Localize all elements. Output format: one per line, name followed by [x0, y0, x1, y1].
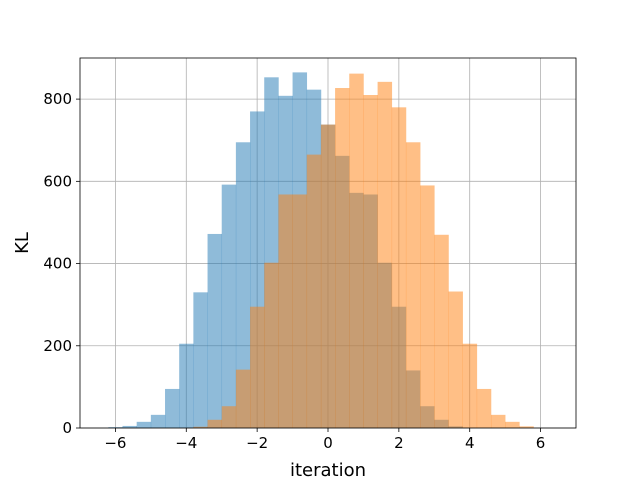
- histogram-bar: [434, 234, 449, 428]
- y-tick-label: 600: [43, 172, 72, 190]
- histogram-bar: [165, 388, 180, 428]
- series-2-bars: [193, 73, 534, 428]
- histogram-bar: [221, 406, 237, 428]
- x-tick-label: −2: [246, 434, 268, 452]
- x-tick-label: 2: [394, 434, 404, 452]
- histogram-bar: [150, 414, 166, 428]
- histogram-bars: [108, 72, 534, 429]
- histogram-bar: [505, 421, 520, 428]
- histogram-bar: [207, 233, 223, 428]
- histogram-bar: [136, 421, 152, 428]
- axis-ticks: −6 −4 −2 0 2 4 6 0 200 400 600 800: [43, 90, 545, 452]
- histogram-bar: [108, 427, 123, 428]
- histogram-bar: [193, 426, 208, 428]
- histogram-bar: [391, 107, 407, 428]
- histogram-bar: [476, 388, 492, 428]
- plot-area: −6 −4 −2 0 2 4 6 0 200 400 600 800: [43, 57, 577, 452]
- histogram-bar: [193, 292, 208, 428]
- histogram-bar: [179, 343, 194, 428]
- y-tick-label: 0: [62, 419, 72, 437]
- y-tick-label: 200: [43, 337, 72, 355]
- histogram-bar: [320, 124, 336, 428]
- histogram-bar: [264, 262, 279, 428]
- x-tick-label: 4: [465, 434, 475, 452]
- histogram-bar: [519, 426, 534, 428]
- y-tick-label: 400: [43, 255, 72, 273]
- histogram-bar: [462, 343, 478, 428]
- x-tick-label: −4: [175, 434, 197, 452]
- histogram-bar: [207, 419, 223, 428]
- histogram-bar: [306, 154, 322, 428]
- histogram-bar: [363, 95, 378, 428]
- histogram-bar: [122, 425, 137, 428]
- y-axis-label: KL: [12, 232, 33, 254]
- histogram-bar: [420, 185, 435, 428]
- histogram-bar: [292, 194, 308, 428]
- x-tick-label: −6: [104, 434, 126, 452]
- histogram-bar: [335, 88, 350, 428]
- histogram-bar: [448, 291, 463, 428]
- histogram-bar: [278, 194, 293, 428]
- y-tick-label: 800: [43, 90, 72, 108]
- histogram-bar: [235, 142, 251, 428]
- x-axis-label: iteration: [290, 460, 366, 480]
- histogram-bar: [221, 184, 237, 428]
- histogram-bar: [490, 414, 506, 428]
- histogram-bar: [405, 142, 421, 428]
- histogram-bar: [235, 369, 251, 428]
- histogram-bar: [377, 81, 393, 428]
- x-tick-label: 6: [536, 434, 546, 452]
- histogram-bar: [349, 73, 364, 428]
- x-tick-label: 0: [323, 434, 333, 452]
- histogram-bar: [250, 306, 265, 428]
